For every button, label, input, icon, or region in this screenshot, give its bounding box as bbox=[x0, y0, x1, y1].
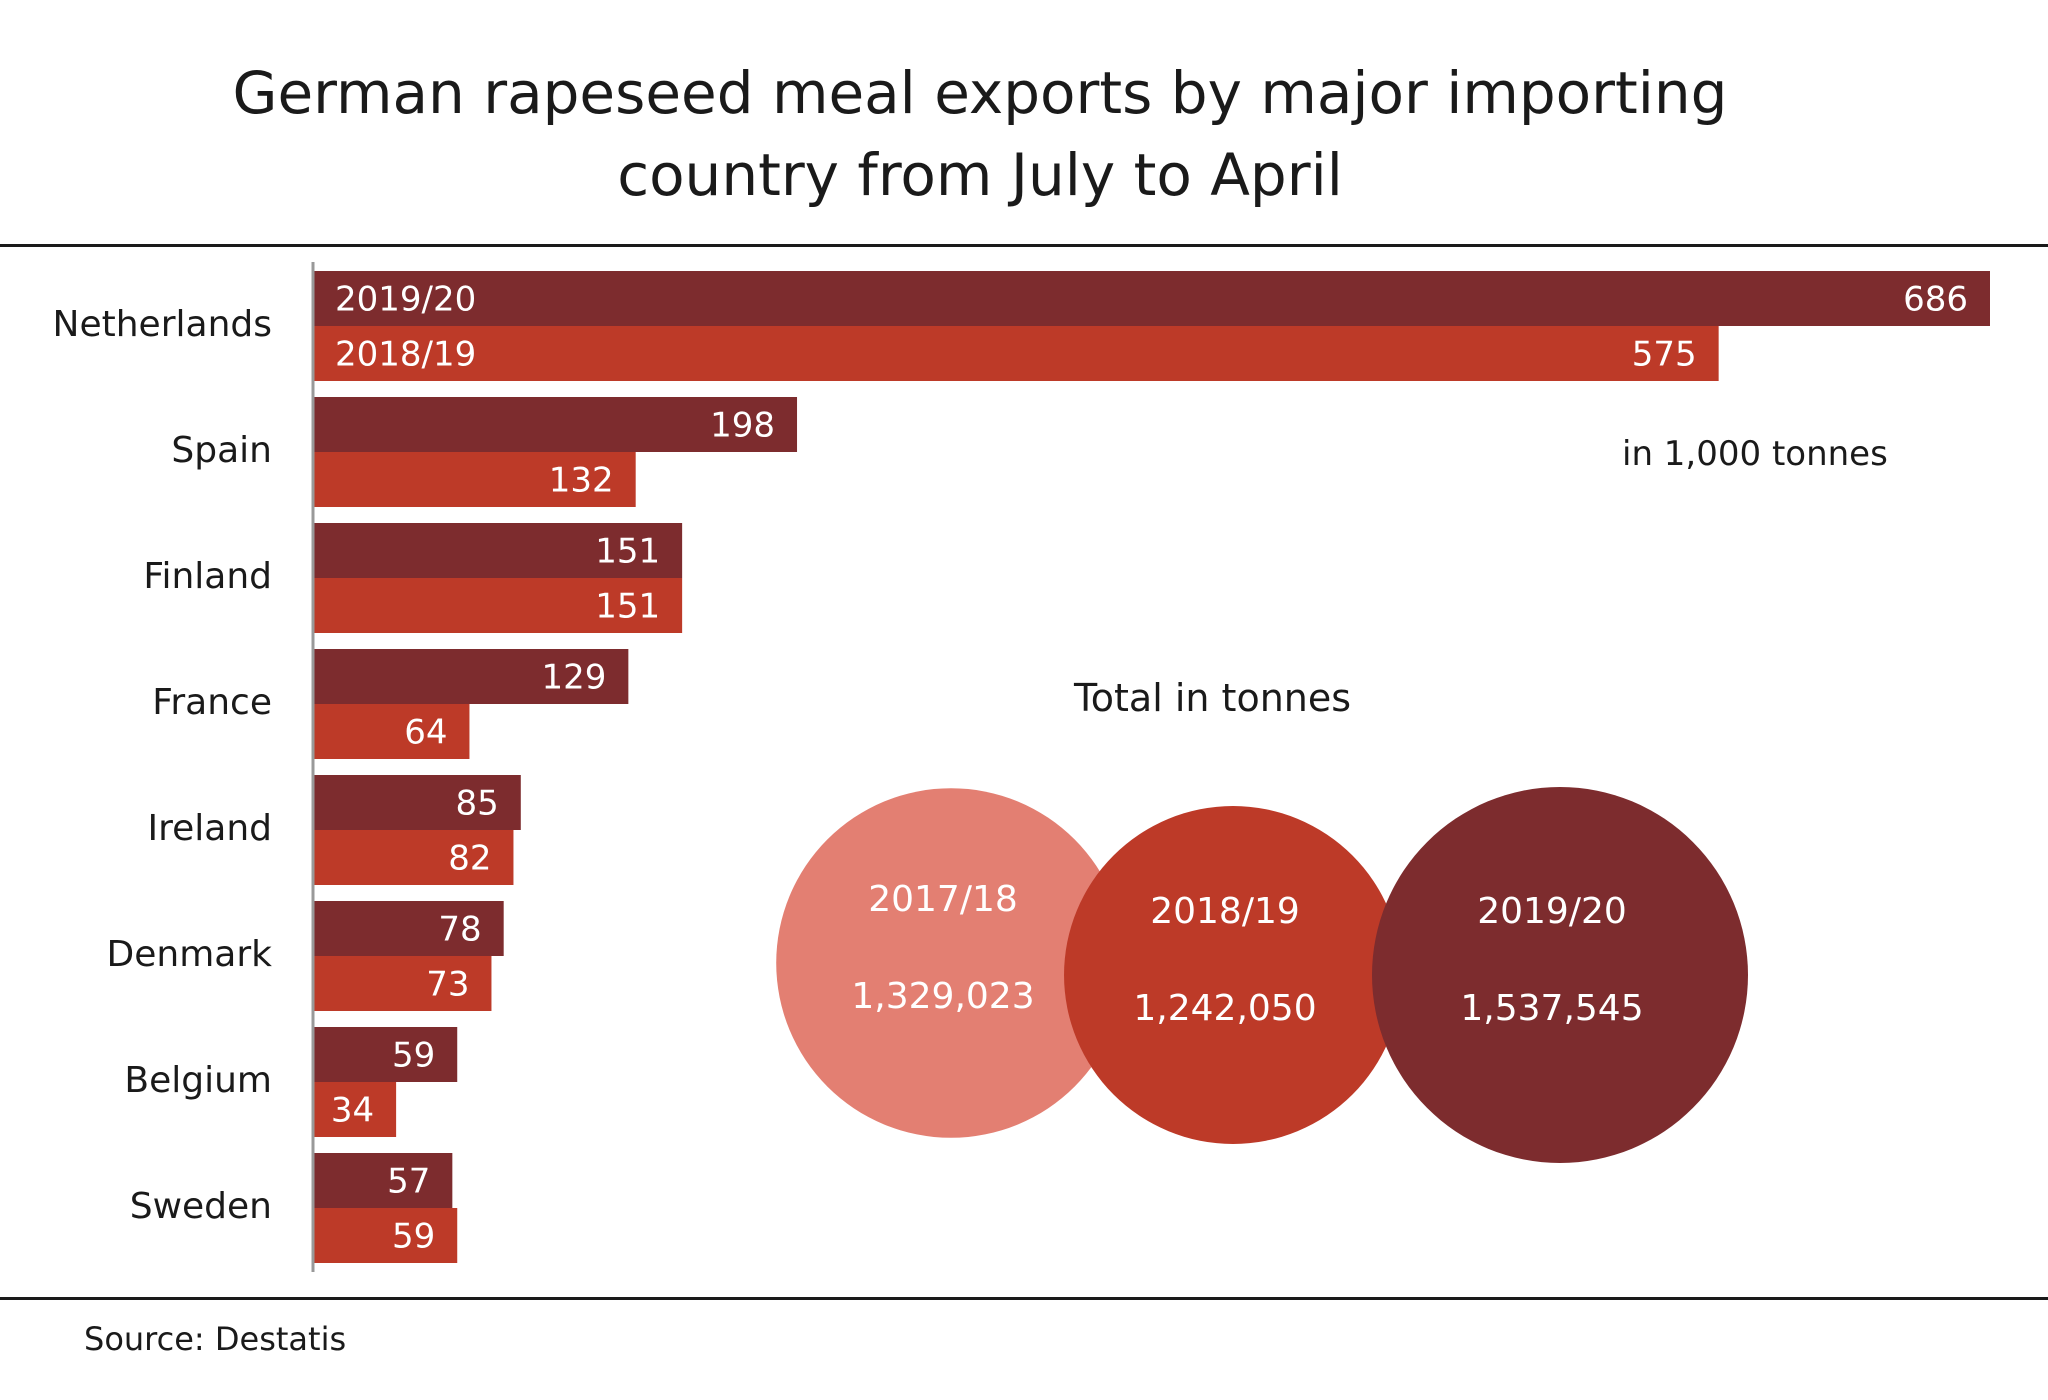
value-label-2018-19-spain: 132 bbox=[549, 461, 614, 501]
value-label-2019-20-ireland: 85 bbox=[456, 784, 499, 824]
chart-title-line-2: country from July to April bbox=[617, 141, 1343, 209]
value-label-2018-19-sweden: 59 bbox=[392, 1217, 435, 1257]
series-label-2018-19: 2018/19 bbox=[335, 335, 476, 375]
bar-2019-20-ireland bbox=[313, 775, 521, 830]
series-label-2019-20: 2019/20 bbox=[335, 280, 476, 320]
value-label-2019-20-netherlands: 686 bbox=[1903, 280, 1968, 320]
chart-title: German rapeseed meal exports by major im… bbox=[0, 52, 1960, 216]
bar-2018-19-sweden bbox=[313, 1208, 458, 1263]
value-label-2019-20-spain: 198 bbox=[710, 406, 775, 446]
bar-2018-19-netherlands bbox=[313, 326, 1719, 381]
top-rule bbox=[0, 244, 2048, 247]
value-label-2018-19-ireland: 82 bbox=[448, 839, 491, 879]
bubble-value-2019-20: 1,537,545 bbox=[1460, 988, 1643, 1029]
value-label-2018-19-netherlands: 575 bbox=[1632, 335, 1697, 375]
bar-2018-19-belgium bbox=[313, 1082, 397, 1137]
category-label-belgium: Belgium bbox=[124, 1060, 272, 1101]
bar-2018-19-denmark bbox=[313, 956, 492, 1011]
bar-2019-20-france bbox=[313, 649, 629, 704]
bar-2018-19-france bbox=[313, 704, 470, 759]
category-label-netherlands: Netherlands bbox=[53, 304, 272, 345]
bar-2019-20-sweden bbox=[313, 1153, 453, 1208]
bar-2019-20-belgium bbox=[313, 1027, 458, 1082]
value-label-2019-20-sweden: 57 bbox=[387, 1162, 430, 1202]
bar-2018-19-spain bbox=[313, 452, 636, 507]
value-label-2018-19-france: 64 bbox=[404, 713, 447, 753]
value-label-2018-19-finland: 151 bbox=[595, 587, 660, 627]
bubble-value-2018-19: 1,242,050 bbox=[1133, 988, 1316, 1029]
bubble-2019-20 bbox=[1372, 787, 1748, 1163]
category-label-ireland: Ireland bbox=[147, 808, 272, 849]
value-label-2019-20-denmark: 78 bbox=[438, 910, 481, 950]
value-label-2018-19-belgium: 34 bbox=[331, 1091, 374, 1131]
bubble-label-2019-20: 2019/20 bbox=[1477, 891, 1627, 932]
unit-note: in 1,000 tonnes bbox=[1622, 434, 1888, 474]
bottom-rule bbox=[0, 1297, 2048, 1300]
bubble-label-2017-18: 2017/18 bbox=[868, 879, 1018, 920]
category-label-finland: Finland bbox=[143, 556, 272, 597]
bar-2018-19-finland bbox=[313, 578, 683, 633]
bar-2019-20-netherlands bbox=[313, 271, 1990, 326]
bar-2019-20-finland bbox=[313, 523, 683, 578]
totals-title: Total in tonnes bbox=[1074, 676, 1352, 720]
value-label-2019-20-finland: 151 bbox=[595, 532, 660, 572]
value-label-2018-19-denmark: 73 bbox=[426, 965, 469, 1005]
bar-2019-20-denmark bbox=[313, 901, 504, 956]
category-label-sweden: Sweden bbox=[130, 1186, 272, 1227]
value-label-2019-20-belgium: 59 bbox=[392, 1036, 435, 1076]
category-label-spain: Spain bbox=[171, 430, 272, 471]
value-label-2019-20-france: 129 bbox=[541, 658, 606, 698]
bar-2019-20-spain bbox=[313, 397, 798, 452]
category-label-france: France bbox=[152, 682, 272, 723]
bar-2018-19-ireland bbox=[313, 830, 514, 885]
bubble-2017-18 bbox=[776, 788, 1126, 1138]
source-note: Source: Destatis bbox=[84, 1320, 347, 1358]
chart-title-line-1: German rapeseed meal exports by major im… bbox=[232, 59, 1728, 127]
bubble-value-2017-18: 1,329,023 bbox=[851, 976, 1034, 1017]
bubble-label-2018-19: 2018/19 bbox=[1150, 891, 1300, 932]
bubble-2018-19 bbox=[1064, 806, 1402, 1144]
category-label-denmark: Denmark bbox=[107, 934, 273, 975]
